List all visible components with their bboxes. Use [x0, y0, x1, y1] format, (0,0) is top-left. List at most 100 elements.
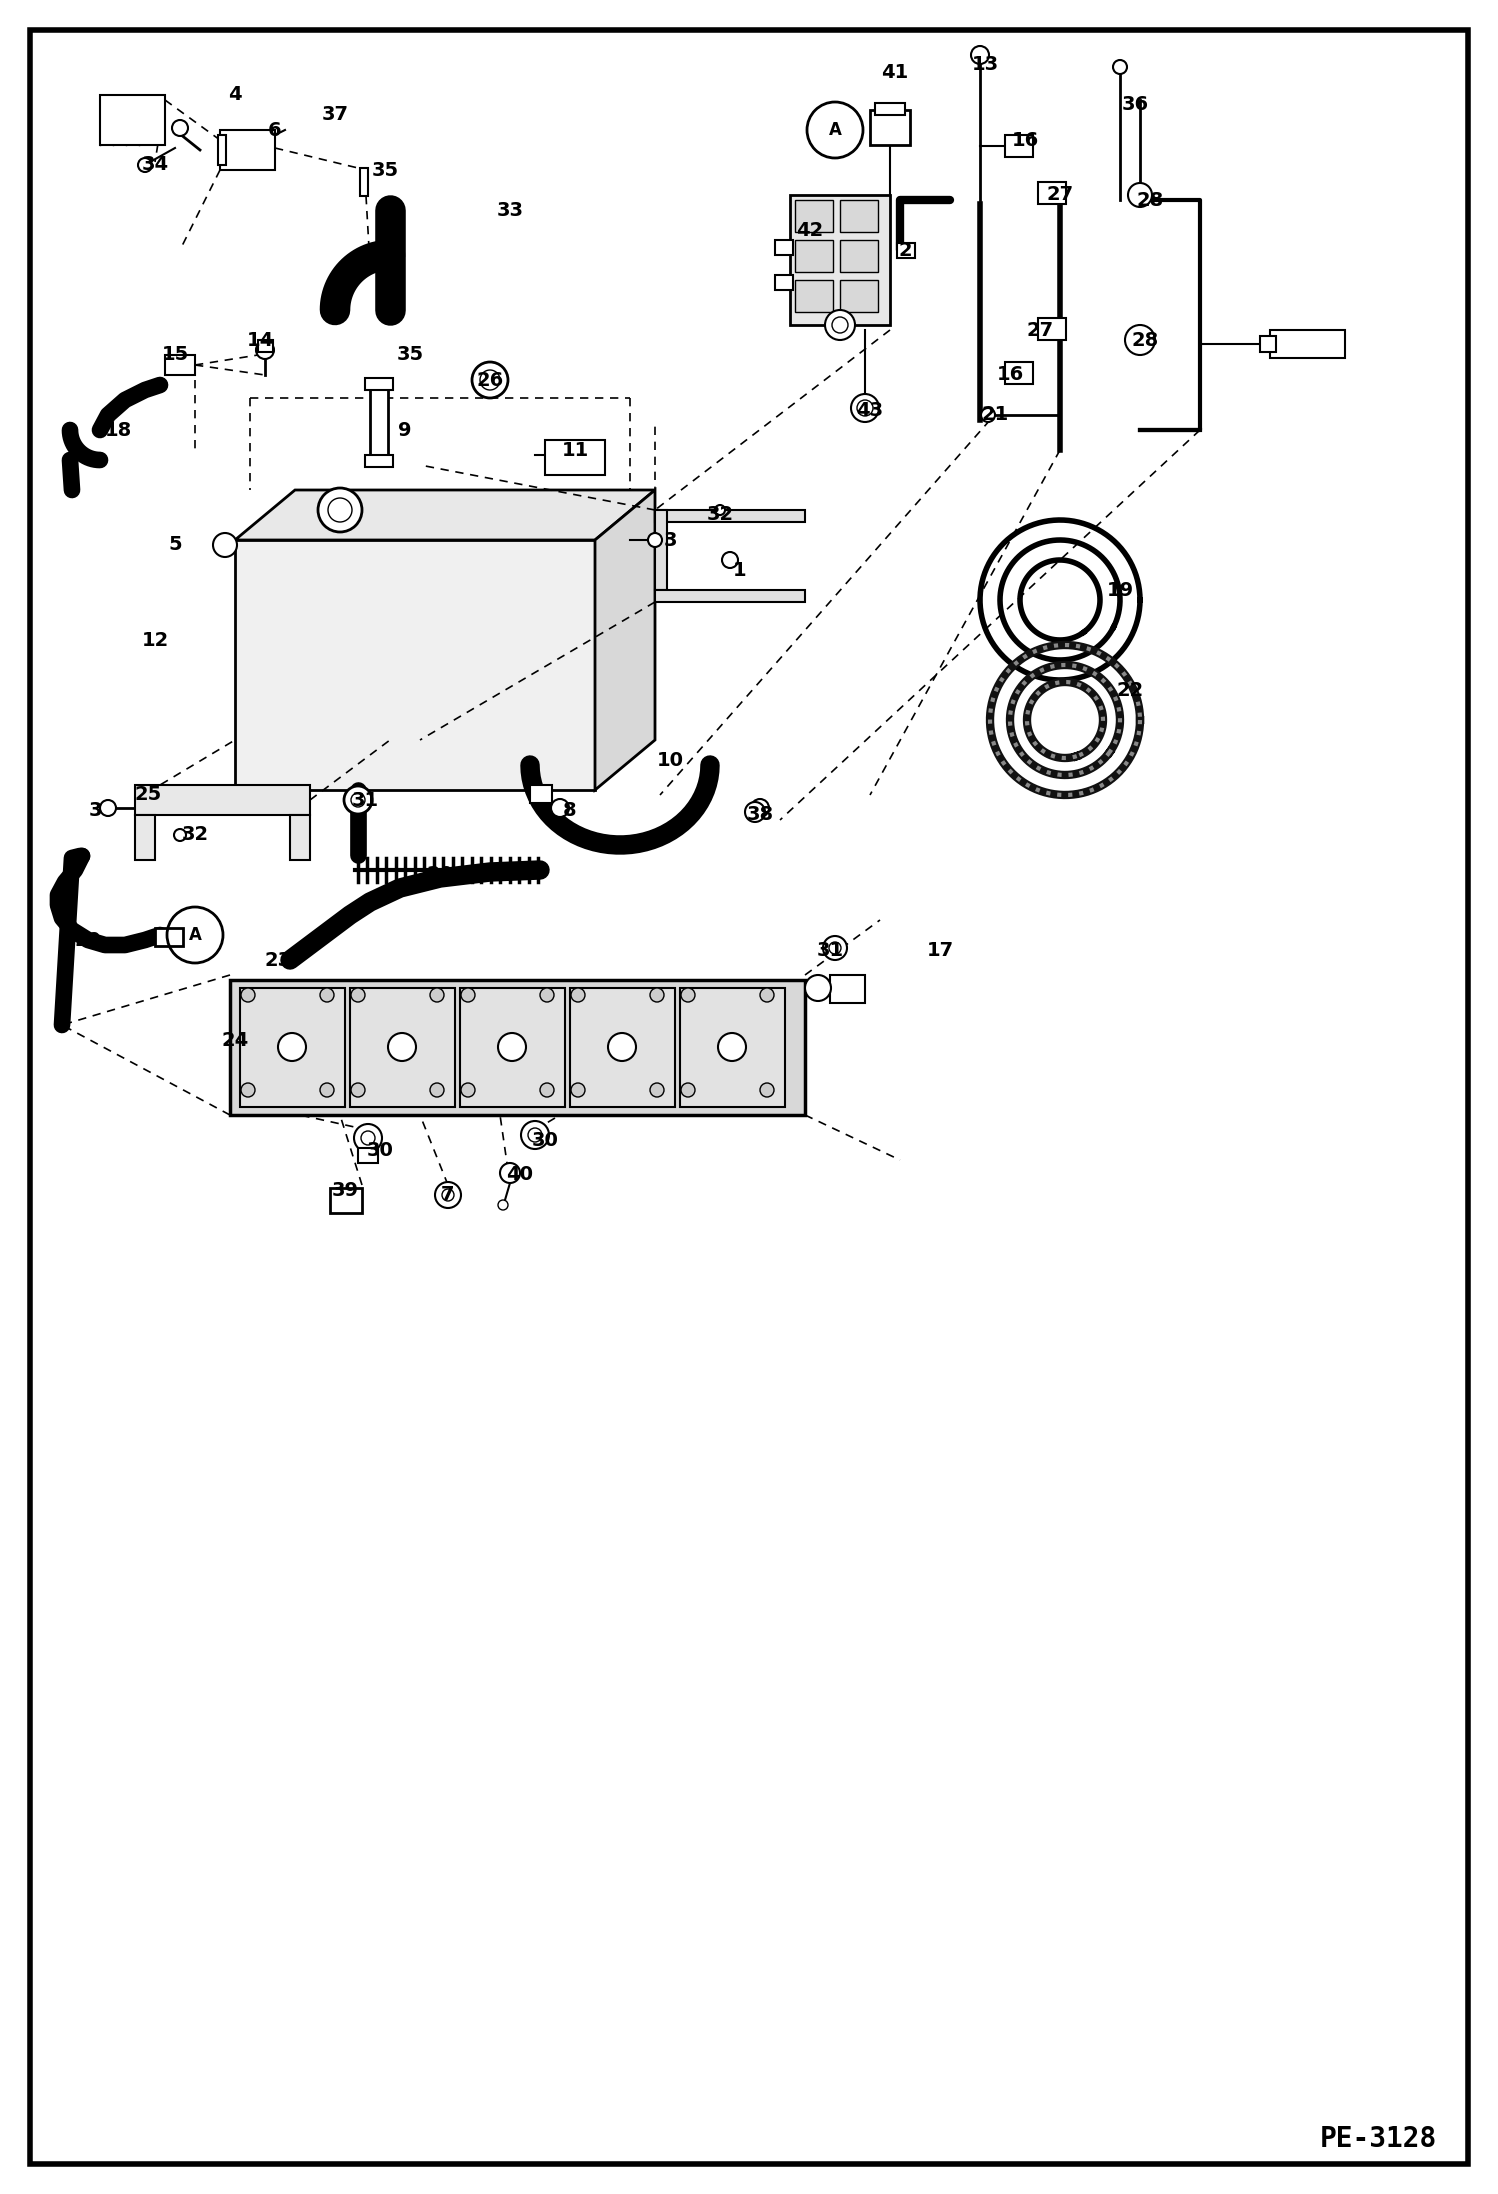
Text: 26: 26 — [476, 371, 503, 391]
Bar — [366, 454, 392, 467]
Bar — [220, 129, 276, 169]
Text: 30: 30 — [367, 1141, 394, 1158]
Bar — [100, 94, 165, 145]
Text: 16: 16 — [1011, 129, 1038, 149]
Bar — [1038, 318, 1067, 340]
Text: 3: 3 — [664, 531, 677, 548]
Bar — [795, 200, 833, 233]
Text: 22: 22 — [1116, 680, 1143, 700]
Circle shape — [804, 974, 831, 1000]
Text: 12: 12 — [141, 630, 169, 649]
Circle shape — [650, 987, 664, 1003]
Text: 1: 1 — [733, 559, 748, 579]
Bar — [135, 785, 310, 814]
Circle shape — [241, 987, 255, 1003]
Text: A: A — [828, 121, 842, 138]
Text: 7: 7 — [442, 1185, 455, 1205]
Text: 30: 30 — [532, 1130, 559, 1150]
Text: 39: 39 — [331, 1180, 358, 1200]
Circle shape — [682, 1084, 695, 1097]
Bar — [1270, 329, 1345, 358]
Text: 32: 32 — [181, 825, 208, 845]
Text: 27: 27 — [1026, 320, 1053, 340]
Circle shape — [328, 498, 352, 522]
Bar — [460, 987, 565, 1108]
Circle shape — [256, 340, 274, 360]
Circle shape — [388, 1033, 416, 1062]
Text: 13: 13 — [971, 55, 999, 75]
Bar — [571, 987, 676, 1108]
Text: 6: 6 — [268, 121, 282, 140]
Circle shape — [172, 121, 189, 136]
Text: 43: 43 — [857, 402, 884, 419]
Circle shape — [649, 533, 662, 546]
Bar — [530, 785, 551, 803]
Circle shape — [759, 1084, 774, 1097]
Text: 31: 31 — [352, 790, 379, 810]
Text: 35: 35 — [397, 344, 424, 364]
Circle shape — [521, 1121, 548, 1150]
Bar — [897, 244, 915, 259]
Text: 42: 42 — [797, 222, 824, 239]
Circle shape — [318, 487, 363, 531]
Circle shape — [497, 1033, 526, 1062]
Circle shape — [345, 785, 372, 814]
Circle shape — [1125, 325, 1155, 355]
Bar — [875, 103, 905, 114]
Text: 3: 3 — [88, 801, 102, 821]
Text: 2: 2 — [899, 241, 912, 259]
Text: 37: 37 — [322, 105, 349, 125]
Circle shape — [442, 1189, 454, 1200]
Circle shape — [361, 1130, 374, 1145]
Text: 25: 25 — [135, 785, 162, 805]
Circle shape — [430, 987, 443, 1003]
Circle shape — [822, 937, 846, 961]
Bar — [1005, 362, 1034, 384]
Text: 28: 28 — [1137, 191, 1164, 208]
Circle shape — [479, 371, 500, 391]
Circle shape — [351, 792, 366, 807]
Text: 31: 31 — [816, 941, 843, 959]
Text: 16: 16 — [996, 366, 1023, 384]
Bar — [655, 590, 804, 601]
Text: 21: 21 — [981, 406, 1008, 423]
Text: 20: 20 — [427, 864, 454, 884]
Bar — [840, 281, 878, 312]
Bar — [795, 281, 833, 312]
Circle shape — [430, 1084, 443, 1097]
Text: 8: 8 — [563, 801, 577, 821]
Text: 36: 36 — [1122, 97, 1149, 114]
Text: 9: 9 — [398, 421, 412, 439]
Bar — [774, 239, 792, 255]
Bar — [351, 987, 455, 1108]
Bar — [219, 136, 226, 165]
Circle shape — [551, 799, 569, 816]
Bar — [165, 355, 195, 375]
Bar — [360, 169, 369, 195]
Bar — [545, 441, 605, 474]
Text: 34: 34 — [141, 156, 169, 176]
Bar — [795, 239, 833, 272]
Circle shape — [539, 987, 554, 1003]
Text: 17: 17 — [926, 941, 954, 959]
Circle shape — [351, 1084, 366, 1097]
Text: 10: 10 — [656, 750, 683, 770]
Circle shape — [608, 1033, 637, 1062]
Text: A: A — [189, 926, 201, 943]
Circle shape — [971, 46, 989, 64]
Text: 33: 33 — [496, 200, 523, 219]
Circle shape — [1128, 182, 1152, 206]
Bar — [258, 340, 273, 351]
Circle shape — [715, 505, 725, 516]
Circle shape — [138, 158, 151, 171]
Polygon shape — [235, 489, 655, 540]
Circle shape — [745, 803, 765, 823]
Circle shape — [718, 1033, 746, 1062]
Bar — [655, 509, 667, 590]
Bar — [1005, 136, 1034, 158]
Bar — [789, 195, 890, 325]
Bar — [370, 380, 388, 454]
Text: 18: 18 — [105, 421, 132, 439]
Text: 38: 38 — [746, 805, 773, 825]
Circle shape — [1113, 59, 1126, 75]
